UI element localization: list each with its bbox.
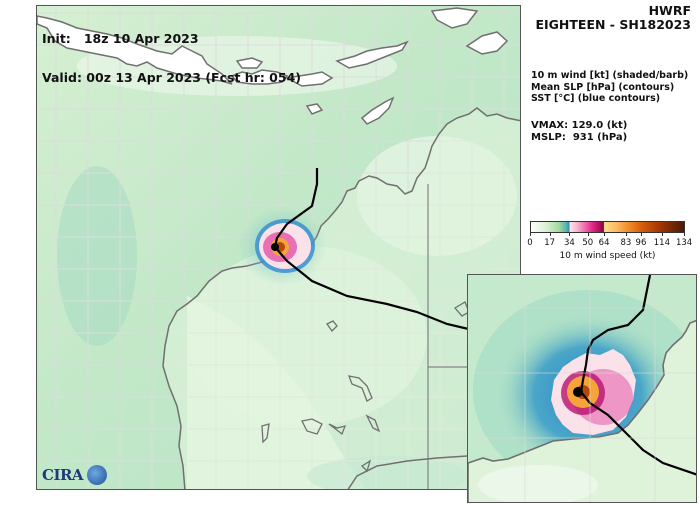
storm-name: EIGHTEEN - SH182023 <box>535 17 691 32</box>
storm-track <box>273 168 520 335</box>
model-name: HWRF <box>648 3 691 18</box>
wind-colorbar <box>530 221 685 233</box>
forecast-header: Init: 18z 10 Apr 2023 Valid: 00z 13 Apr … <box>42 6 301 97</box>
mslp-value: MSLP: 931 (hPa) <box>531 132 628 143</box>
valid-time: Valid: 00z 13 Apr 2023 (Fcst hr: 054) <box>42 70 301 85</box>
colorbar-tick-label: 34 <box>563 238 575 248</box>
legend-wind: 10 m wind [kt] (shaded/barb) <box>531 70 689 81</box>
coastlines <box>37 7 509 125</box>
field-legend: 10 m wind [kt] (shaded/barb) Mean SLP [h… <box>531 70 688 105</box>
colorbar-tick-label: 64 <box>598 238 610 248</box>
main-map <box>36 5 521 490</box>
cira-wordmark: CIRA <box>42 466 84 484</box>
colorbar-tick-label: 96 <box>635 238 647 248</box>
vmax-value: VMAX: 129.0 (kt) <box>531 120 628 131</box>
legend-sst: SST [°C] (blue contours) <box>531 93 661 104</box>
colorbar-tick-label: 83 <box>620 238 632 248</box>
colorbar-tick-label: 134 <box>675 238 693 248</box>
wind-field-map <box>37 6 520 489</box>
inset-zoom-map <box>467 274 697 503</box>
legend-slp: Mean SLP [hPa] (contours) <box>531 81 675 93</box>
colorbar-ticks <box>530 233 686 237</box>
colorbar-title: 10 m wind speed (kt) <box>559 251 656 261</box>
inset-wind-field <box>468 275 696 502</box>
title-block: HWRF EIGHTEEN - SH182023 <box>535 4 691 32</box>
inset-storm-track <box>579 275 696 476</box>
init-time: Init: 18z 10 Apr 2023 <box>42 31 199 46</box>
storm-wind-field <box>237 206 327 286</box>
australia-coast <box>162 107 520 489</box>
storm-stats: VMAX: 129.0 (kt) MSLP: 931 (hPa) <box>531 120 627 144</box>
colorbar-tick-label: 114 <box>653 238 671 248</box>
colorbar-tick-label: 0 <box>527 238 533 248</box>
colorbar-tick-label: 50 <box>582 238 594 248</box>
colorbar-tick-label: 17 <box>544 238 556 248</box>
colorbar-labels: 0 17 34 50 64 83 96 114 134 <box>527 238 692 250</box>
globe-icon <box>87 465 108 485</box>
cira-logo: CIRA <box>42 464 108 486</box>
